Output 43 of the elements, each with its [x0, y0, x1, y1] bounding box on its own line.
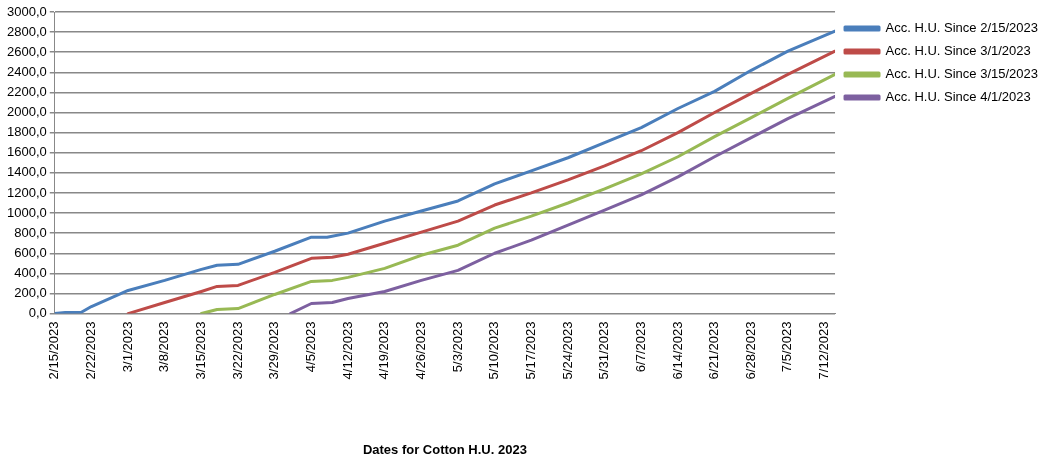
y-tick-label: 2200,0 — [7, 84, 47, 99]
x-tick-label: 5/24/2023 — [559, 321, 575, 380]
x-tick-label: 6/21/2023 — [706, 321, 722, 380]
x-tick-label: 4/26/2023 — [412, 321, 428, 380]
y-tick-label: 2000,0 — [7, 104, 47, 120]
x-tick-label: 7/5/2023 — [779, 321, 795, 373]
y-tick-label: 2600,0 — [7, 43, 47, 59]
x-tick-label: 3/8/2023 — [156, 321, 172, 373]
y-tick-label: 600,0 — [14, 244, 47, 260]
x-tick-label: 5/17/2023 — [522, 321, 538, 380]
legend-label: Acc. H.U. Since 3/15/2023 — [885, 66, 1039, 82]
y-tick-label: 3000,0 — [7, 3, 47, 19]
y-tick-label: 1800,0 — [7, 124, 47, 140]
x-tick-label: 3/15/2023 — [192, 321, 208, 380]
x-tick-label: 4/19/2023 — [376, 321, 392, 380]
y-tick-label: 400,0 — [14, 264, 47, 280]
legend-label: Acc. H.U. Since 4/1/2023 — [885, 89, 1031, 105]
x-tick-label: 5/31/2023 — [596, 321, 612, 380]
y-tick-label: 2800,0 — [7, 23, 47, 39]
x-tick-label: 2/15/2023 — [46, 321, 62, 380]
x-tick-label: 3/22/2023 — [229, 321, 245, 380]
x-tick-label: 4/5/2023 — [302, 321, 318, 373]
x-tick-label: 7/12/2023 — [816, 321, 832, 380]
x-tick-label: 5/10/2023 — [486, 321, 502, 380]
y-tick-label: 1400,0 — [7, 164, 47, 180]
x-tick-label: 3/29/2023 — [266, 321, 282, 380]
legend-label: Acc. H.U. Since 2/15/2023 — [885, 20, 1039, 36]
y-tick-label: 1000,0 — [7, 204, 47, 220]
y-tick-label: 2400,0 — [7, 63, 47, 79]
y-tick-label: 800,0 — [14, 224, 47, 240]
x-tick-label: 6/7/2023 — [632, 321, 648, 373]
x-tick-label: 5/3/2023 — [449, 321, 465, 373]
y-tick-label: 1200,0 — [7, 184, 47, 200]
y-tick-label: 1600,0 — [7, 144, 47, 160]
x-tick-label: 6/28/2023 — [742, 321, 758, 380]
y-tick-label: 0,0 — [28, 305, 47, 321]
x-tick-label: 6/14/2023 — [669, 321, 685, 380]
y-tick-label: 200,0 — [14, 285, 47, 301]
legend-label: Acc. H.U. Since 3/1/2023 — [885, 43, 1031, 59]
x-tick-label: 2/22/2023 — [83, 321, 98, 380]
x-axis-title: Dates for Cotton H.U. 2023 — [362, 441, 527, 457]
x-tick-label: 4/12/2023 — [339, 321, 355, 380]
x-tick-label: 3/1/2023 — [119, 321, 135, 373]
